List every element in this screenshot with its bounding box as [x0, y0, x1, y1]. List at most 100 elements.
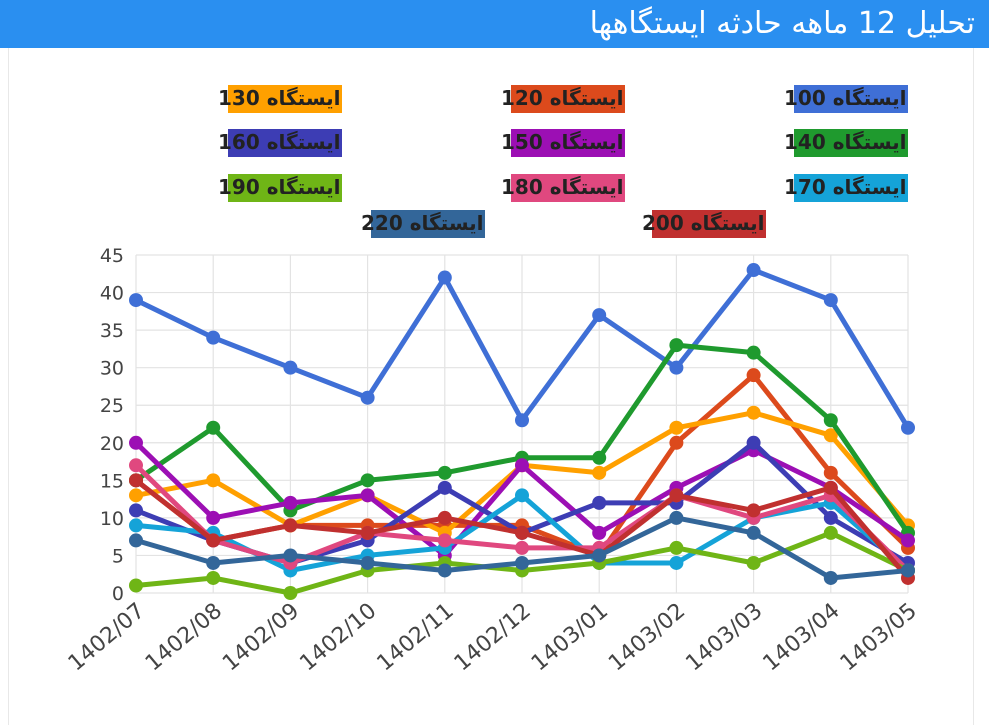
data-point[interactable] — [360, 488, 375, 503]
data-point[interactable] — [283, 360, 298, 375]
data-point[interactable] — [823, 480, 838, 495]
legend-item[interactable]: ایستگاه 150 — [501, 129, 625, 157]
data-point[interactable] — [823, 525, 838, 540]
data-point[interactable] — [437, 270, 452, 285]
legend-label: ایستگاه 120 — [501, 86, 624, 110]
y-tick-label: 30 — [100, 358, 124, 380]
data-point[interactable] — [669, 510, 684, 525]
data-point[interactable] — [669, 540, 684, 555]
data-point[interactable] — [129, 533, 143, 548]
y-tick-label: 20 — [100, 433, 124, 455]
chart-container: 0 5 10 15 20 25 30 35 40 45 1402/07 1402/08 1402/09 1… — [8, 48, 974, 725]
legend-item[interactable]: ایستگاه 170 — [784, 174, 908, 202]
data-point[interactable] — [129, 503, 143, 518]
data-point[interactable] — [746, 405, 761, 420]
data-point[interactable] — [515, 488, 529, 503]
data-point[interactable] — [437, 510, 452, 525]
data-point[interactable] — [360, 390, 375, 405]
data-point[interactable] — [592, 525, 607, 540]
data-point[interactable] — [592, 465, 607, 480]
legend-item[interactable]: ایستگاه 200 — [642, 210, 766, 238]
legend-label: ایستگاه 160 — [218, 130, 341, 154]
x-tick-label: 1402/07 — [64, 598, 150, 676]
y-axis: 0 5 10 15 20 25 30 35 40 45 — [100, 245, 124, 605]
x-tick-label: 1403/01 — [527, 598, 613, 676]
data-point[interactable] — [129, 458, 143, 473]
data-point[interactable] — [515, 555, 529, 570]
data-point[interactable] — [283, 495, 298, 510]
data-point[interactable] — [129, 293, 143, 308]
data-point[interactable] — [669, 338, 684, 353]
data-point[interactable] — [592, 450, 607, 465]
legend-item[interactable]: ایستگاه 120 — [501, 85, 625, 113]
legend-item[interactable]: ایستگاه 160 — [218, 129, 342, 157]
legend-item[interactable]: ایستگاه 190 — [218, 174, 342, 202]
x-tick-label: 1402/09 — [218, 598, 304, 676]
x-tick-label: 1402/11 — [373, 598, 459, 676]
x-tick-label: 1403/05 — [836, 598, 922, 676]
data-point[interactable] — [360, 473, 375, 488]
data-point[interactable] — [746, 525, 761, 540]
data-point[interactable] — [669, 435, 684, 450]
data-point[interactable] — [746, 435, 761, 450]
legend-item[interactable]: ایستگاه 180 — [501, 174, 625, 202]
data-point[interactable] — [437, 533, 452, 548]
data-point[interactable] — [206, 510, 221, 525]
y-tick-label: 35 — [100, 320, 124, 342]
data-point[interactable] — [901, 420, 915, 435]
data-point[interactable] — [129, 518, 143, 533]
data-point[interactable] — [901, 533, 915, 548]
data-point[interactable] — [592, 308, 607, 323]
data-point[interactable] — [823, 413, 838, 428]
x-tick-label: 1403/02 — [604, 598, 690, 676]
data-point[interactable] — [206, 570, 221, 585]
data-point[interactable] — [437, 480, 452, 495]
data-point[interactable] — [901, 563, 915, 578]
data-point[interactable] — [283, 548, 298, 563]
data-point[interactable] — [669, 555, 684, 570]
data-point[interactable] — [823, 570, 838, 585]
data-point[interactable] — [515, 525, 529, 540]
data-point[interactable] — [360, 555, 375, 570]
y-tick-label: 40 — [100, 283, 124, 305]
data-point[interactable] — [283, 518, 298, 533]
data-point[interactable] — [669, 420, 684, 435]
data-point[interactable] — [206, 473, 221, 488]
data-point[interactable] — [823, 465, 838, 480]
x-tick-label: 1402/10 — [295, 598, 381, 676]
data-point[interactable] — [823, 510, 838, 525]
data-point[interactable] — [129, 435, 143, 450]
data-point[interactable] — [746, 345, 761, 360]
data-point[interactable] — [592, 495, 607, 510]
data-point[interactable] — [129, 488, 143, 503]
data-point[interactable] — [360, 525, 375, 540]
data-point[interactable] — [437, 563, 452, 578]
data-point[interactable] — [437, 465, 452, 480]
data-point[interactable] — [515, 458, 529, 473]
data-point[interactable] — [746, 263, 761, 278]
y-tick-label: 10 — [100, 508, 124, 530]
data-point[interactable] — [515, 413, 529, 428]
data-point[interactable] — [823, 293, 838, 308]
legend-item[interactable]: ایستگاه 140 — [784, 129, 908, 157]
data-point[interactable] — [129, 473, 143, 488]
data-point[interactable] — [206, 533, 221, 548]
y-tick-label: 15 — [100, 470, 124, 492]
data-point[interactable] — [206, 420, 221, 435]
data-point[interactable] — [746, 503, 761, 518]
data-point[interactable] — [669, 360, 684, 375]
legend-item[interactable]: ایستگاه 130 — [218, 85, 342, 113]
data-point[interactable] — [592, 548, 607, 563]
series — [129, 263, 915, 435]
data-point[interactable] — [515, 540, 529, 555]
legend-item[interactable]: ایستگاه 220 — [361, 210, 485, 238]
data-point[interactable] — [129, 578, 143, 593]
data-point[interactable] — [206, 555, 221, 570]
data-point[interactable] — [823, 428, 838, 443]
data-point[interactable] — [746, 368, 761, 383]
legend-item[interactable]: ایستگاه 100 — [784, 85, 908, 113]
data-point[interactable] — [283, 586, 298, 600]
data-point[interactable] — [669, 488, 684, 503]
data-point[interactable] — [206, 330, 221, 345]
data-point[interactable] — [746, 555, 761, 570]
